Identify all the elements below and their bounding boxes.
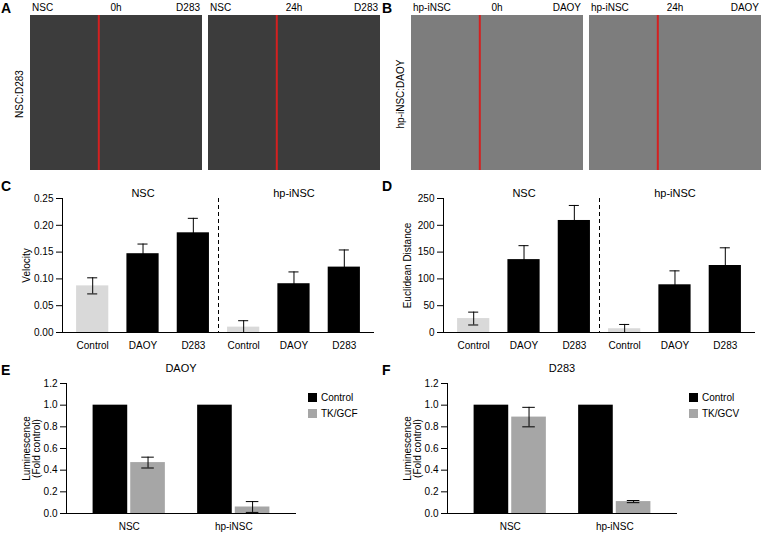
svg-text:DAOY: DAOY: [661, 340, 690, 351]
svg-text:hp-iNSC: hp-iNSC: [596, 521, 634, 532]
svg-text:DAOY: DAOY: [553, 2, 582, 13]
svg-text:D283: D283: [354, 2, 378, 13]
svg-text:200: 200: [418, 220, 435, 231]
svg-text:0.6: 0.6: [425, 443, 439, 454]
svg-text:Velocity: Velocity: [21, 248, 32, 282]
svg-text:0.2: 0.2: [44, 486, 58, 497]
html-text:TK/GCV: TK/GCV: [702, 408, 740, 419]
svg-text:0.25: 0.25: [34, 193, 54, 204]
svg-text:D283: D283: [181, 340, 205, 351]
svg-text:DAOY: DAOY: [510, 340, 539, 351]
svg-text:hp-iNSC: hp-iNSC: [413, 2, 451, 13]
svg-text:250: 250: [418, 193, 435, 204]
html-text:E: E: [1, 362, 11, 378]
svg-text:24h: 24h: [286, 2, 303, 13]
svg-text:0.8: 0.8: [425, 421, 439, 432]
svg-text:hp-iNSC: hp-iNSC: [591, 2, 629, 13]
svg-text:50: 50: [423, 300, 435, 311]
html-text:D: D: [382, 178, 393, 194]
svg-text:0.00: 0.00: [34, 327, 54, 338]
svg-text:0.10: 0.10: [34, 273, 54, 284]
html-text:F: F: [382, 362, 391, 378]
svg-text:NSC:D283: NSC:D283: [14, 70, 25, 118]
svg-text:Luminescence(Fold control): Luminescence(Fold control): [402, 416, 423, 481]
html-text:C: C: [1, 178, 12, 194]
svg-text:0.15: 0.15: [34, 246, 54, 257]
svg-text:150: 150: [418, 246, 435, 257]
svg-text:Euclidean Distance: Euclidean Distance: [402, 222, 413, 308]
svg-text:D283: D283: [332, 340, 356, 351]
svg-text:0.2: 0.2: [425, 486, 439, 497]
svg-text:0.0: 0.0: [44, 508, 58, 519]
svg-text:0: 0: [429, 327, 435, 338]
html-text:B: B: [382, 0, 393, 16]
svg-text:Control: Control: [77, 340, 109, 351]
svg-text:NSC: NSC: [500, 521, 521, 532]
svg-text:D283: D283: [176, 2, 200, 13]
svg-text:D283: D283: [713, 340, 737, 351]
svg-text:0.4: 0.4: [44, 464, 58, 475]
svg-text:NSC: NSC: [210, 2, 231, 13]
html-text:TK/GCF: TK/GCF: [321, 408, 358, 419]
svg-text:0.05: 0.05: [34, 300, 54, 311]
html-text:Control: Control: [321, 392, 354, 403]
svg-text:100: 100: [418, 273, 435, 284]
svg-text:1.0: 1.0: [425, 399, 439, 410]
svg-text:NSC: NSC: [32, 2, 53, 13]
svg-text:1.2: 1.2: [44, 378, 58, 389]
svg-text:hp-iNSC: hp-iNSC: [215, 521, 253, 532]
svg-text:Control: Control: [609, 340, 641, 351]
svg-text:0h: 0h: [491, 2, 502, 13]
svg-text:NSC: NSC: [119, 521, 140, 532]
svg-text:Control: Control: [228, 340, 260, 351]
svg-text:0.4: 0.4: [425, 464, 439, 475]
html-text:Control: Control: [702, 392, 735, 403]
svg-text:Control: Control: [458, 340, 490, 351]
svg-text:0h: 0h: [110, 2, 121, 13]
svg-text:hp-iNSC: hp-iNSC: [273, 187, 315, 199]
svg-text:0.6: 0.6: [44, 443, 58, 454]
svg-text:0.8: 0.8: [44, 421, 58, 432]
svg-text:DAOY: DAOY: [129, 340, 158, 351]
html-text:DAOY: DAOY: [165, 362, 197, 374]
svg-text:0.20: 0.20: [34, 220, 54, 231]
svg-text:NSC: NSC: [131, 187, 154, 199]
svg-text:1.2: 1.2: [425, 378, 439, 389]
svg-text:hp-iNSC:DAOY: hp-iNSC:DAOY: [395, 59, 406, 128]
html-text:D283: D283: [548, 362, 576, 374]
svg-text:Luminescence(Fold control): Luminescence(Fold control): [21, 416, 42, 481]
svg-text:0.0: 0.0: [425, 508, 439, 519]
html-text:A: A: [1, 0, 12, 16]
svg-text:D283: D283: [562, 340, 586, 351]
svg-text:1.0: 1.0: [44, 399, 58, 410]
svg-text:24h: 24h: [667, 2, 684, 13]
svg-text:DAOY: DAOY: [731, 2, 760, 13]
svg-text:NSC: NSC: [512, 187, 535, 199]
svg-text:hp-iNSC: hp-iNSC: [654, 187, 696, 199]
svg-text:DAOY: DAOY: [280, 340, 309, 351]
